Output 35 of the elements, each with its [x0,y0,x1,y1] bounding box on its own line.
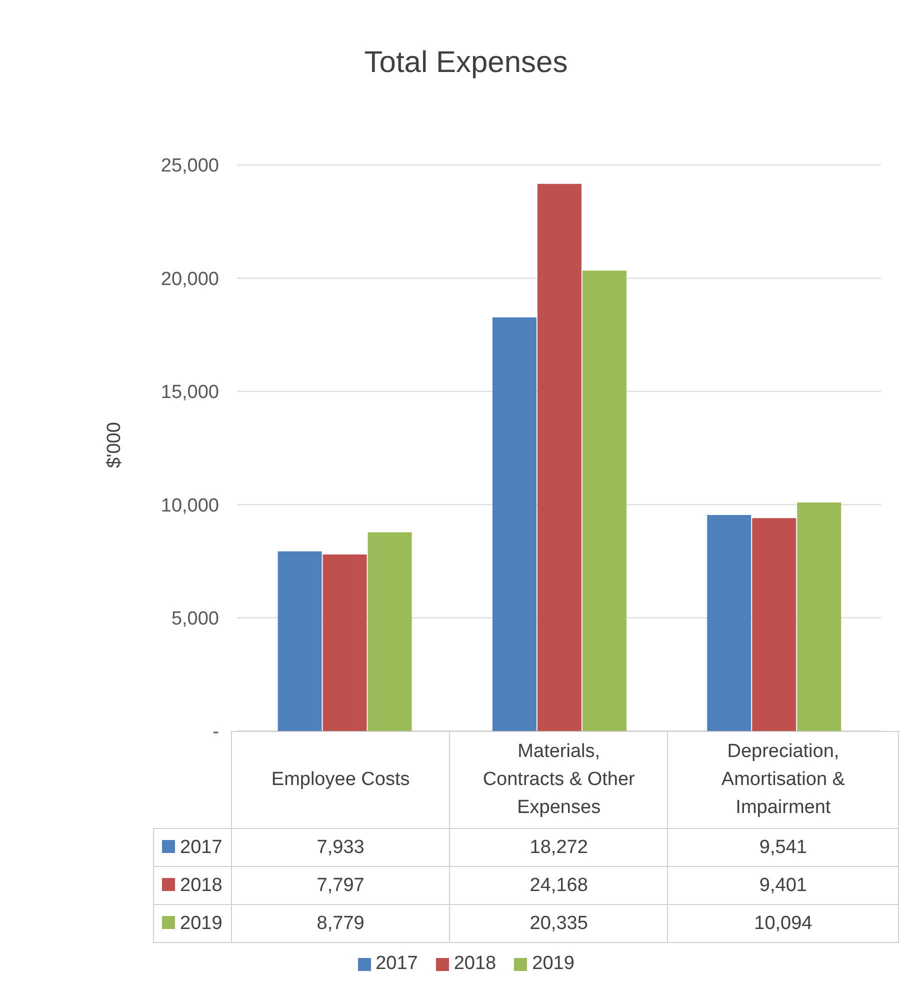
y-axis-title: $'000 [104,422,126,468]
x-tick-label: Depreciation, Amortisation & Impairment [668,732,898,828]
y-tick-label: 20,000 [160,268,219,290]
bar [368,532,412,731]
data-label: 7,797 [231,866,450,904]
bar [278,551,322,731]
bar [537,184,582,731]
bar [707,514,752,731]
data-label: 9,541 [668,828,898,866]
data-label: 8,779 [231,904,450,942]
data-label: 20,335 [450,904,668,942]
x-tick-label: Employee Costs [231,732,450,828]
legend-label: 2019 [531,953,574,975]
chart-title: Total Expenses [363,46,569,80]
text: 2017 [376,953,418,974]
text: 2019 [180,912,222,934]
bar [797,502,842,731]
y-tick-label: 15,000 [160,382,219,404]
data-label: 10,094 [668,904,898,942]
data-label: 7,933 [231,828,450,866]
text: 2018 [454,953,496,974]
bar [492,317,536,731]
data-label: 24,168 [450,866,668,904]
y-tick-label: 10,000 [160,495,219,516]
bar [322,554,367,731]
data-label: 9,401 [668,866,898,904]
bar [752,518,796,731]
legend-label: 2017 [154,828,232,866]
x-tick-label: Materials, Contracts & Other Expenses [450,732,668,828]
y-tick-label: 25,000 [160,156,219,177]
legend-label: 2018 [154,866,232,904]
y-tick-label: 5,000 [171,608,219,630]
bar [582,270,626,731]
y-tick-label: - [212,722,219,743]
data-label: 18,272 [450,828,668,866]
